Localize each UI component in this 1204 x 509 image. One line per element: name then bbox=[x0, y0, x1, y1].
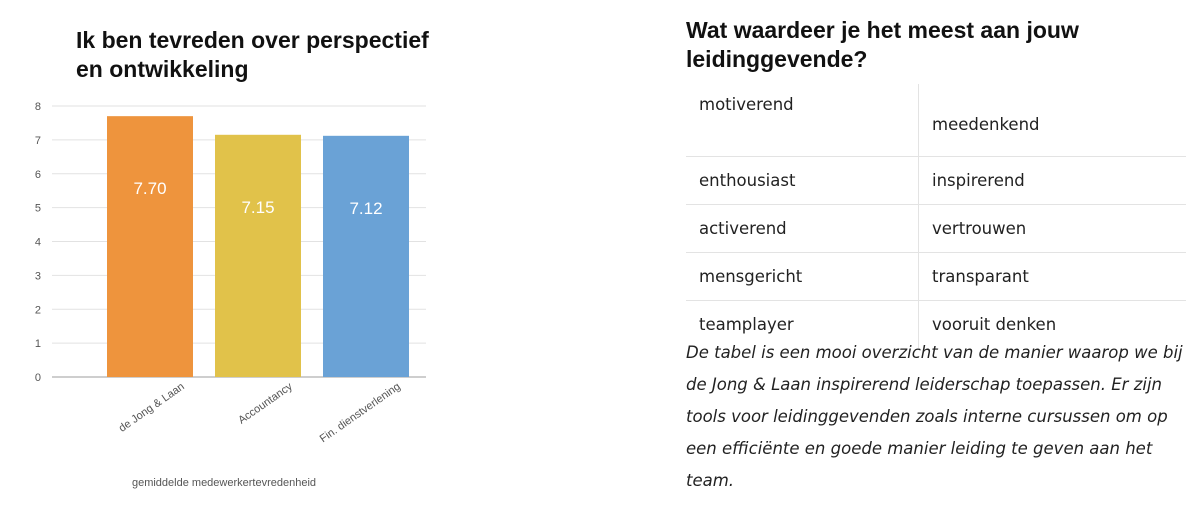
x-axis-label: gemiddelde medewerkertevredenheid bbox=[132, 477, 316, 489]
y-tick-label: 5 bbox=[35, 203, 41, 215]
y-tick-label: 8 bbox=[35, 101, 41, 113]
y-tick-label: 1 bbox=[35, 338, 41, 350]
table-cell: mensgericht bbox=[686, 252, 919, 301]
y-tick-label: 2 bbox=[35, 304, 41, 316]
table-cell: teamplayer bbox=[686, 300, 919, 348]
chart-panel: Ik ben tevreden over perspectief en ontw… bbox=[0, 0, 450, 509]
y-tick-label: 4 bbox=[35, 237, 41, 249]
table-cell: motiverend bbox=[686, 84, 919, 157]
x-tick-label: de Jong & Laan bbox=[117, 381, 187, 435]
table-cell: transparant bbox=[918, 252, 1186, 301]
bar bbox=[107, 116, 193, 377]
data-label: 7.12 bbox=[349, 199, 382, 218]
table-cell: vooruit denken bbox=[932, 315, 1057, 334]
description-paragraph: De tabel is een mooi overzicht van de ma… bbox=[686, 343, 1183, 490]
table-cell: inspirerend bbox=[918, 156, 1186, 205]
table-cell: vertrouwen bbox=[918, 204, 1186, 253]
y-tick-label: 7 bbox=[35, 135, 41, 147]
x-tick-label: Fin. dienstverlening bbox=[318, 381, 403, 446]
bar bbox=[215, 134, 301, 377]
right-panel: Wat waardeer je het meest aan jouw leidi… bbox=[686, 0, 1191, 509]
qualities-table: motiverend meedenkend enthousiast inspir… bbox=[686, 84, 1186, 348]
y-tick-label: 3 bbox=[35, 270, 41, 282]
table-row: enthousiast inspirerend bbox=[686, 156, 1186, 205]
y-tick-label: 6 bbox=[35, 169, 41, 181]
data-label: 7.70 bbox=[133, 179, 166, 198]
table-cell: activerend bbox=[686, 204, 919, 253]
bar-chart: 0 1 2 3 4 5 6 7 8 7.70 de Jong & Laan 7.15 Accountan… bbox=[35, 101, 426, 489]
table-row: activerend vertrouwen bbox=[686, 204, 1186, 253]
table-cell: meedenkend bbox=[918, 84, 1186, 157]
data-label: 7.15 bbox=[241, 198, 274, 217]
table-row: teamplayer vooruit denken bbox=[686, 300, 1186, 348]
section-title: Wat waardeer je het meest aan jouw leidi… bbox=[686, 17, 1079, 72]
chart-title: Ik ben tevreden over perspectief en ontw… bbox=[76, 27, 429, 82]
y-tick-label: 0 bbox=[35, 372, 41, 384]
x-tick-label: Accountancy bbox=[236, 380, 295, 426]
table-cell: enthousiast bbox=[686, 156, 919, 205]
bar bbox=[323, 135, 409, 377]
table-row: mensgericht transparant bbox=[686, 252, 1186, 301]
table-row: motiverend meedenkend bbox=[686, 84, 1186, 157]
